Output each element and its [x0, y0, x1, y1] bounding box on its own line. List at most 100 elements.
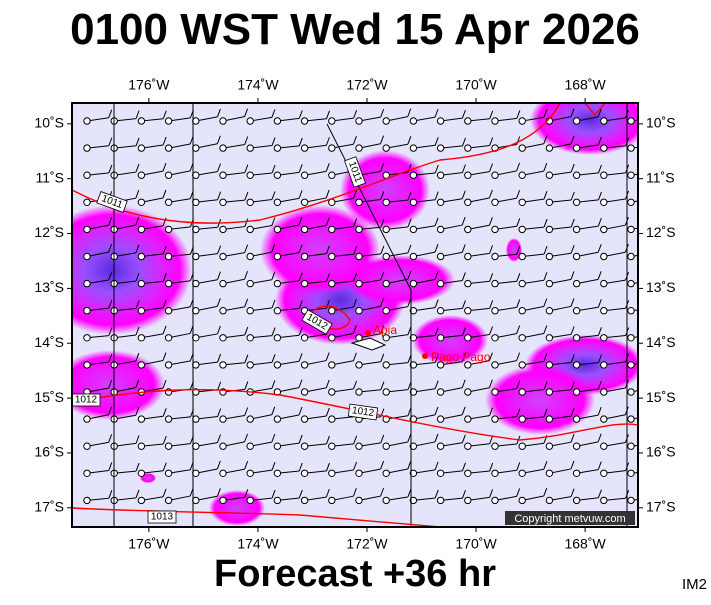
wind-barb — [135, 216, 140, 226]
wind-barb — [488, 189, 493, 199]
wind-barb — [543, 381, 548, 390]
station — [83, 171, 91, 179]
station — [164, 442, 173, 450]
station — [491, 415, 499, 423]
wind-barb — [653, 190, 656, 198]
station — [518, 117, 526, 125]
station — [464, 334, 472, 342]
wind-barb — [162, 299, 167, 309]
wind-barb — [325, 352, 330, 361]
station — [273, 198, 282, 207]
station — [83, 117, 91, 125]
station — [246, 198, 254, 207]
wind-barb — [162, 379, 167, 389]
isobar — [72, 388, 638, 441]
station — [273, 496, 282, 505]
station — [83, 361, 91, 369]
wind-barb — [298, 327, 303, 336]
station — [300, 252, 309, 261]
station — [164, 225, 173, 234]
wind-barb — [462, 300, 466, 309]
wind-barb — [380, 325, 385, 334]
wind-barb — [461, 164, 466, 173]
station — [192, 117, 200, 125]
wind-barb — [244, 433, 249, 443]
wind-barb — [570, 163, 575, 173]
wind-barb — [244, 271, 249, 280]
station — [246, 415, 254, 423]
station — [436, 117, 445, 125]
wind-barb — [162, 189, 167, 199]
wind-barb — [380, 245, 385, 255]
wind-barb — [434, 489, 439, 499]
station — [192, 415, 200, 423]
station — [300, 334, 309, 342]
wind-barb — [407, 488, 412, 498]
wind-barb — [434, 380, 439, 389]
copyright-box — [505, 511, 635, 525]
station — [464, 496, 472, 505]
wind-barb — [489, 137, 494, 146]
station — [409, 171, 418, 179]
y-tick-label: 14˚S — [646, 334, 676, 350]
wind-barb — [135, 163, 140, 173]
x-tick-label: 176˚W — [128, 536, 170, 552]
station — [164, 252, 173, 261]
station — [409, 279, 418, 288]
wind-barb — [217, 381, 222, 390]
station — [164, 144, 173, 152]
wind-barb — [298, 137, 303, 147]
station — [164, 334, 173, 342]
station — [83, 144, 91, 152]
wind-barb — [570, 245, 575, 254]
wind-barb — [217, 163, 221, 172]
station — [137, 361, 146, 369]
wind-barb — [244, 298, 249, 308]
wind-barb — [353, 298, 357, 308]
station — [518, 252, 526, 261]
y-tick-label: 12˚S — [34, 224, 64, 240]
wind-barb — [353, 435, 358, 445]
station — [491, 198, 499, 207]
station — [572, 279, 581, 288]
wind-barb — [516, 218, 521, 227]
rain-area — [530, 103, 638, 155]
wind-barb — [326, 462, 330, 472]
station — [273, 225, 282, 234]
station — [83, 334, 91, 342]
wind-barb — [108, 164, 113, 174]
y-tick-label: 16˚S — [646, 444, 676, 460]
station — [436, 496, 445, 505]
station — [600, 415, 608, 423]
station — [491, 307, 499, 315]
station — [464, 388, 472, 396]
station — [273, 117, 282, 125]
station — [137, 415, 146, 423]
y-tick-label: 10˚S — [646, 115, 676, 131]
wind-barb — [298, 164, 303, 173]
wind-barb — [325, 137, 330, 146]
station — [219, 415, 227, 423]
station — [627, 469, 635, 477]
wind-barb — [162, 435, 167, 445]
wind-barb — [135, 137, 140, 146]
wind-barb — [135, 110, 140, 119]
wind-barb — [597, 136, 602, 146]
place-label: Apia — [373, 323, 397, 337]
wind-barb — [162, 217, 167, 226]
wind-barb — [217, 408, 222, 417]
station — [600, 279, 608, 288]
wind-barb — [298, 462, 303, 472]
wind-barb — [598, 354, 602, 363]
station — [545, 334, 554, 342]
station — [572, 171, 581, 179]
wind-barb — [653, 407, 656, 415]
wind-barb — [217, 191, 222, 200]
copyright: Copyright metvuw.com — [514, 513, 625, 525]
wind-barb — [271, 243, 276, 253]
wind-barb — [325, 163, 330, 172]
wind-barb — [271, 406, 276, 415]
station — [436, 252, 445, 261]
wind-barb — [216, 271, 221, 280]
wind-barb — [162, 110, 167, 119]
